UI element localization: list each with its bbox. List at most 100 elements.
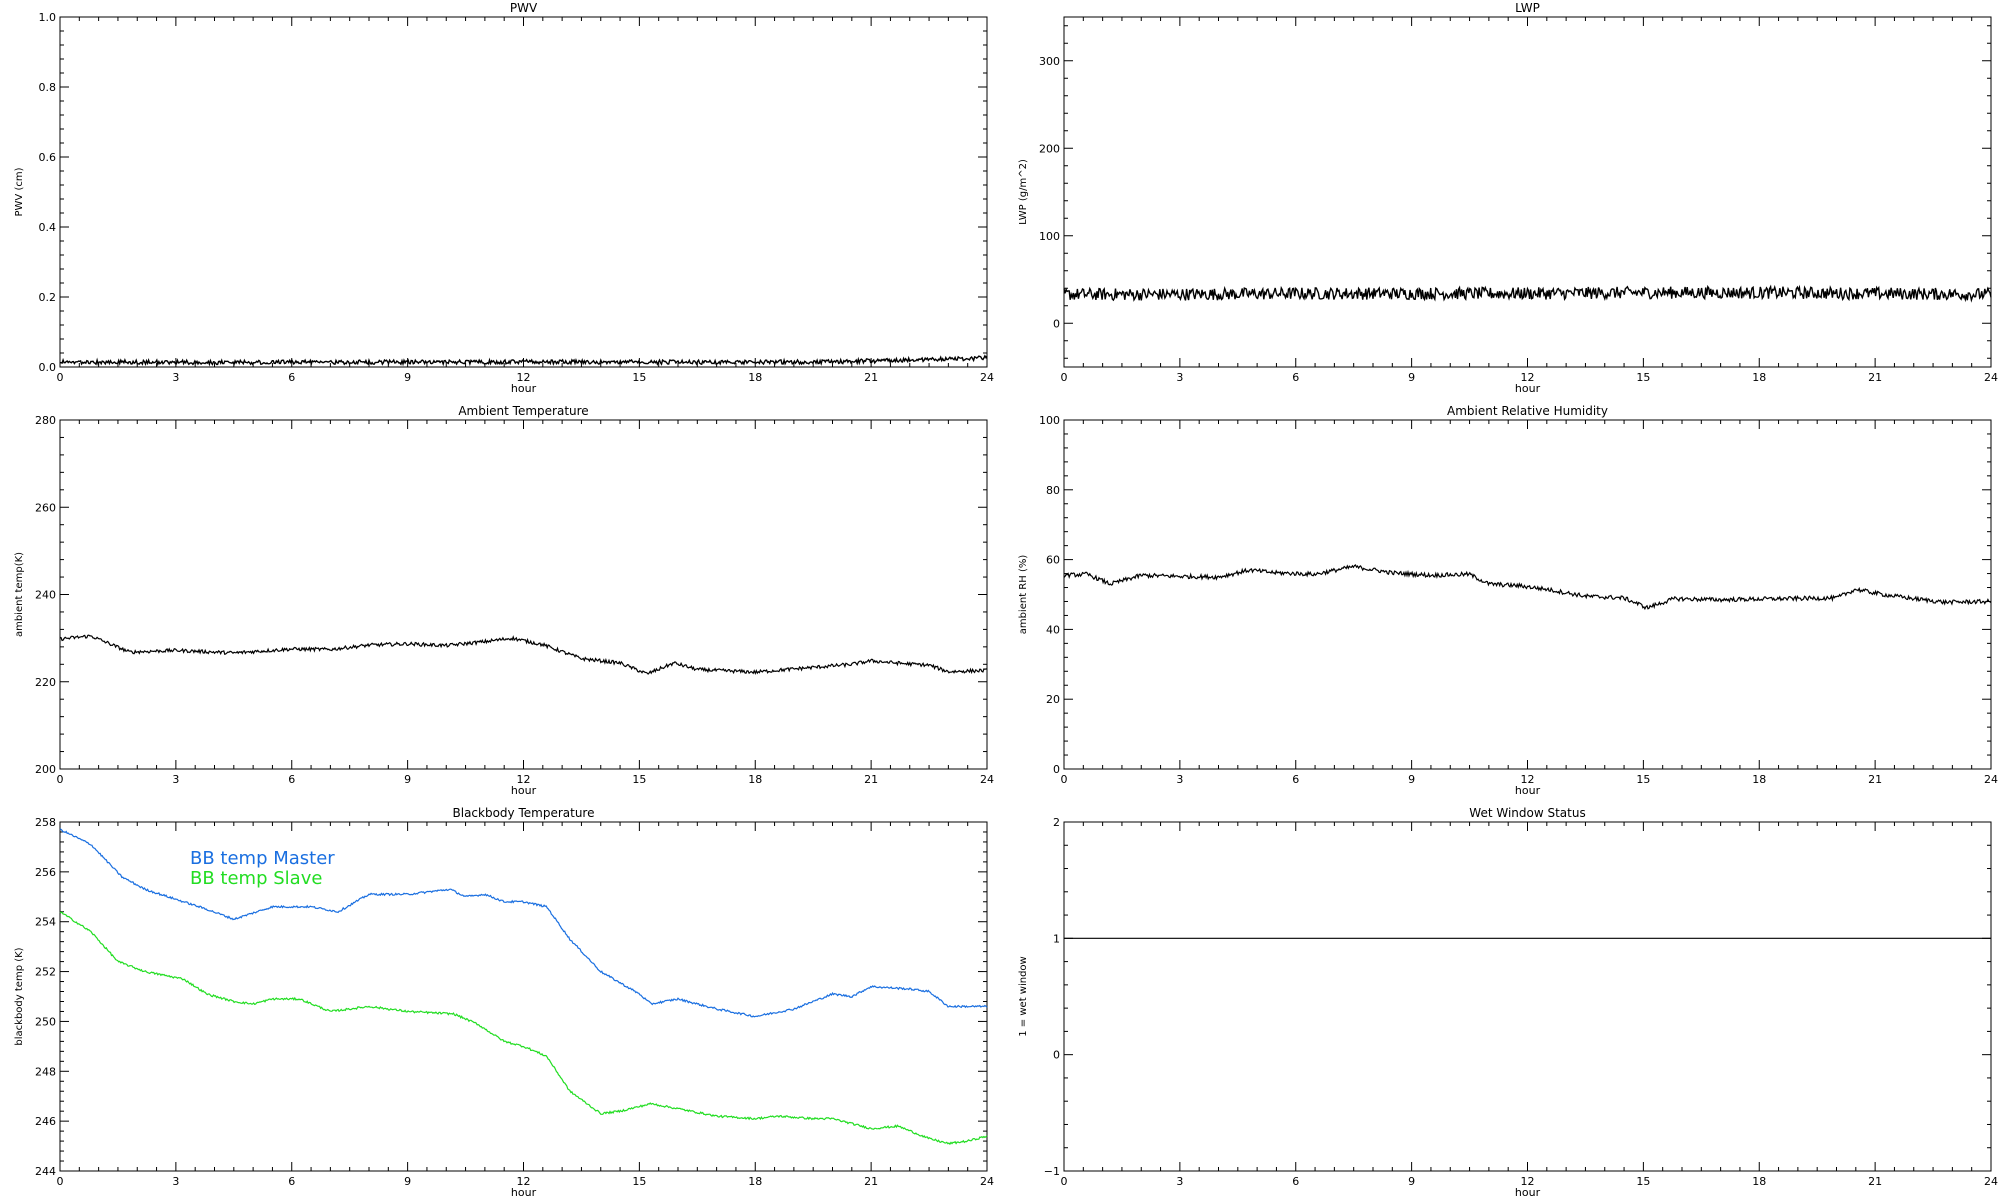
x-tick-label: 15 bbox=[632, 371, 646, 384]
y-tick-label: 246 bbox=[35, 1115, 56, 1128]
x-tick-label: 21 bbox=[864, 1175, 878, 1188]
plot-frame bbox=[1063, 16, 1992, 368]
x-tick-label: 15 bbox=[1636, 773, 1650, 786]
series-line-0 bbox=[59, 634, 988, 676]
y-tick-label: 260 bbox=[35, 501, 56, 514]
y-tick-label: 1 bbox=[1053, 932, 1060, 945]
series-line-1 bbox=[59, 911, 988, 1146]
x-axis-label: hour bbox=[511, 382, 537, 395]
x-tick-label: 6 bbox=[1292, 1175, 1299, 1188]
x-tick-label: 0 bbox=[57, 1175, 64, 1188]
y-tick-label: 280 bbox=[35, 414, 56, 427]
x-axis-label: hour bbox=[511, 784, 537, 797]
x-tick-label: 21 bbox=[1868, 371, 1882, 384]
x-tick-label: 18 bbox=[748, 773, 762, 786]
y-tick-label: 100 bbox=[1039, 414, 1060, 427]
x-tick-label: 3 bbox=[172, 371, 179, 384]
x-tick-label: 24 bbox=[1984, 1175, 1998, 1188]
y-tick-label: 60 bbox=[1046, 554, 1060, 567]
x-tick-label: 0 bbox=[57, 773, 64, 786]
x-tick-label: 6 bbox=[1292, 371, 1299, 384]
x-tick-label: 9 bbox=[1408, 1175, 1415, 1188]
x-tick-label: 15 bbox=[1636, 371, 1650, 384]
y-axis-label: PWV (cm) bbox=[14, 167, 25, 216]
x-axis-label: hour bbox=[1515, 784, 1541, 797]
x-tick-label: 18 bbox=[1752, 1175, 1766, 1188]
y-tick-label: 256 bbox=[35, 866, 56, 879]
y-tick-label: 0 bbox=[1053, 1049, 1060, 1062]
x-tick-label: 21 bbox=[864, 371, 878, 384]
series-line-0 bbox=[59, 354, 988, 367]
y-tick-label: 40 bbox=[1046, 623, 1060, 636]
x-tick-label: 3 bbox=[1176, 371, 1183, 384]
y-tick-label: 0.2 bbox=[39, 291, 57, 304]
chart-title: LWP bbox=[1515, 1, 1540, 15]
chart-panel-blackbody-temp: Blackbody Temperature 0 3 6 9 12 15 18 21 24 hour 2… bbox=[14, 806, 994, 1199]
x-tick-label: 15 bbox=[632, 773, 646, 786]
x-tick-label: 3 bbox=[172, 773, 179, 786]
x-tick-label: 24 bbox=[980, 773, 994, 786]
x-tick-label: 3 bbox=[1176, 1175, 1183, 1188]
plot-frame bbox=[59, 16, 988, 368]
x-tick-label: 9 bbox=[404, 1175, 411, 1188]
y-tick-label: 80 bbox=[1046, 484, 1060, 497]
chart-title: Ambient Temperature bbox=[458, 404, 588, 418]
x-tick-label: 6 bbox=[1292, 773, 1299, 786]
series-line-0 bbox=[1063, 564, 1992, 611]
x-tick-label: 12 bbox=[1521, 773, 1535, 786]
series-line-0 bbox=[59, 828, 988, 1018]
y-tick-label: 220 bbox=[35, 676, 56, 689]
y-tick-label: 20 bbox=[1046, 693, 1060, 706]
y-tick-label: 240 bbox=[35, 589, 56, 602]
y-tick-label: 200 bbox=[35, 763, 56, 776]
plot-frame bbox=[1063, 419, 1992, 770]
x-tick-label: 24 bbox=[980, 371, 994, 384]
y-tick-label: 0.8 bbox=[39, 81, 57, 94]
y-tick-label: 1.0 bbox=[39, 11, 57, 24]
x-tick-label: 18 bbox=[1752, 773, 1766, 786]
x-tick-label: 21 bbox=[1868, 1175, 1882, 1188]
x-tick-label: 12 bbox=[1521, 371, 1535, 384]
x-tick-label: 15 bbox=[1636, 1175, 1650, 1188]
y-tick-label: 0.4 bbox=[39, 221, 57, 234]
x-tick-label: 12 bbox=[517, 1175, 531, 1188]
x-tick-label: 18 bbox=[1752, 371, 1766, 384]
x-axis-label: hour bbox=[1515, 1186, 1541, 1199]
legend-entry: BB temp Slave bbox=[190, 868, 322, 889]
y-axis-label: ambient RH (%) bbox=[1018, 555, 1029, 635]
y-tick-label: 0.6 bbox=[39, 151, 57, 164]
y-tick-label: 258 bbox=[35, 816, 56, 829]
x-tick-label: 24 bbox=[980, 1175, 994, 1188]
x-tick-label: 6 bbox=[288, 1175, 295, 1188]
x-tick-label: 9 bbox=[404, 371, 411, 384]
x-tick-label: 0 bbox=[1061, 371, 1068, 384]
x-tick-label: 6 bbox=[288, 371, 295, 384]
x-tick-label: 12 bbox=[517, 773, 531, 786]
chart-panel-ambient-temp: Ambient Temperature 0 3 6 9 12 15 18 21 24 hour 200… bbox=[14, 404, 994, 797]
x-tick-label: 9 bbox=[1408, 371, 1415, 384]
y-tick-label: 100 bbox=[1039, 230, 1060, 243]
y-tick-label: 250 bbox=[35, 1015, 56, 1028]
series-line-0 bbox=[1063, 284, 1992, 303]
x-tick-label: 9 bbox=[1408, 773, 1415, 786]
x-tick-label: 0 bbox=[57, 371, 64, 384]
chart-panel-pwv: PWV 0 3 6 9 12 15 18 21 24 hour 0.0 0.2 0.4 0.6 0.8 1.0 P… bbox=[14, 1, 994, 395]
x-tick-label: 24 bbox=[1984, 371, 1998, 384]
x-tick-label: 18 bbox=[748, 1175, 762, 1188]
x-tick-label: 0 bbox=[1061, 773, 1068, 786]
x-tick-label: 3 bbox=[172, 1175, 179, 1188]
x-axis-label: hour bbox=[511, 1186, 537, 1199]
x-tick-label: 12 bbox=[1521, 1175, 1535, 1188]
chart-title: Wet Window Status bbox=[1469, 806, 1585, 820]
y-tick-label: 252 bbox=[35, 966, 56, 979]
y-tick-label: −1 bbox=[1044, 1165, 1060, 1178]
x-tick-label: 6 bbox=[288, 773, 295, 786]
x-tick-label: 21 bbox=[1868, 773, 1882, 786]
x-tick-label: 12 bbox=[517, 371, 531, 384]
chart-title: Blackbody Temperature bbox=[453, 806, 595, 820]
chart-title: Ambient Relative Humidity bbox=[1447, 404, 1608, 418]
y-axis-label: blackbody temp (K) bbox=[14, 947, 25, 1045]
y-tick-label: 244 bbox=[35, 1165, 56, 1178]
x-tick-label: 0 bbox=[1061, 1175, 1068, 1188]
